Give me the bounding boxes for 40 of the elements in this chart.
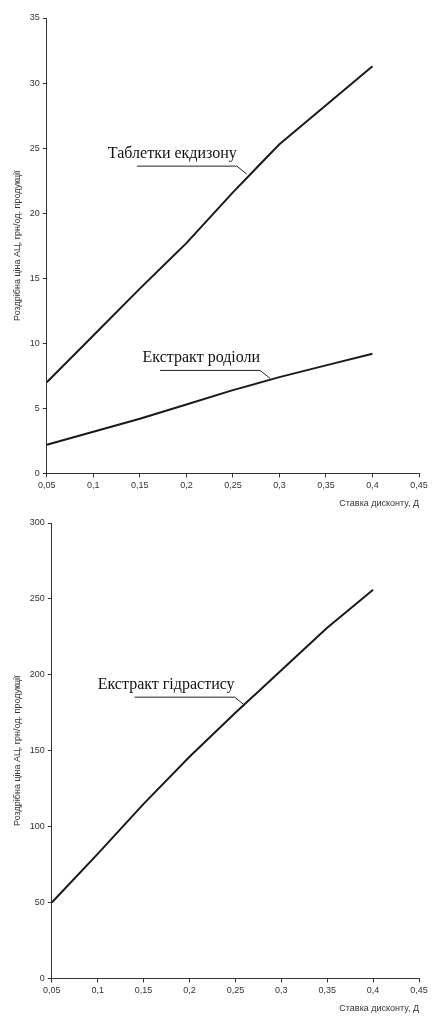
y-axis-title: Роздрібна ціна АЦ, грн/од. продукції: [11, 169, 22, 321]
y-tick-label: 10: [29, 337, 40, 348]
y-tick-label: 15: [29, 272, 40, 283]
x-axis-title: Ставка дисконту, Д: [339, 498, 419, 509]
x-tick-label: 0,35: [317, 480, 335, 491]
y-axis-title: Роздрібна ціна АЦ, грн/од. продукції: [11, 674, 22, 826]
x-tick-label: 0,4: [366, 985, 380, 996]
y-tick-label: 0: [39, 972, 45, 983]
x-tick-label: 0,2: [180, 480, 193, 491]
y-tick-label: 250: [29, 593, 45, 604]
annotation: Екстракт гідрастису: [97, 675, 235, 694]
x-tick-label: 0,45: [410, 985, 428, 996]
x-tick-label: 0,1: [91, 985, 104, 996]
y-tick-label: 25: [29, 142, 40, 153]
annotation: Таблетки екдизону: [107, 144, 237, 163]
y-tick-label: 200: [29, 669, 45, 680]
x-tick-label: 0,05: [38, 480, 56, 491]
x-tick-label: 0,2: [183, 985, 196, 996]
x-tick-label: 0,45: [410, 480, 428, 491]
x-tick-label: 0,25: [224, 480, 242, 491]
y-tick-label: 20: [29, 207, 40, 218]
y-tick-label: 35: [29, 12, 40, 23]
x-tick-label: 0,35: [318, 985, 336, 996]
x-tick-label: 0,05: [43, 985, 61, 996]
y-tick-label: 0: [34, 467, 40, 478]
y-tick-label: 5: [34, 402, 40, 413]
x-tick-label: 0,3: [273, 480, 286, 491]
y-tick-label: 100: [29, 821, 45, 832]
x-axis-title: Ставка дисконту, Д: [339, 1003, 419, 1014]
y-tick-label: 30: [29, 77, 40, 88]
y-tick-label: 50: [34, 896, 45, 907]
x-tick-label: 0,3: [275, 985, 288, 996]
annotation: Екстракт родіоли: [142, 348, 261, 367]
x-tick-label: 0,15: [131, 480, 149, 491]
x-tick-label: 0,15: [134, 985, 153, 996]
x-tick-label: 0,4: [366, 480, 379, 491]
x-tick-label: 0,25: [226, 985, 245, 996]
y-tick-label: 300: [29, 517, 45, 528]
x-tick-label: 0,1: [87, 480, 100, 491]
y-tick-label: 150: [29, 745, 45, 756]
